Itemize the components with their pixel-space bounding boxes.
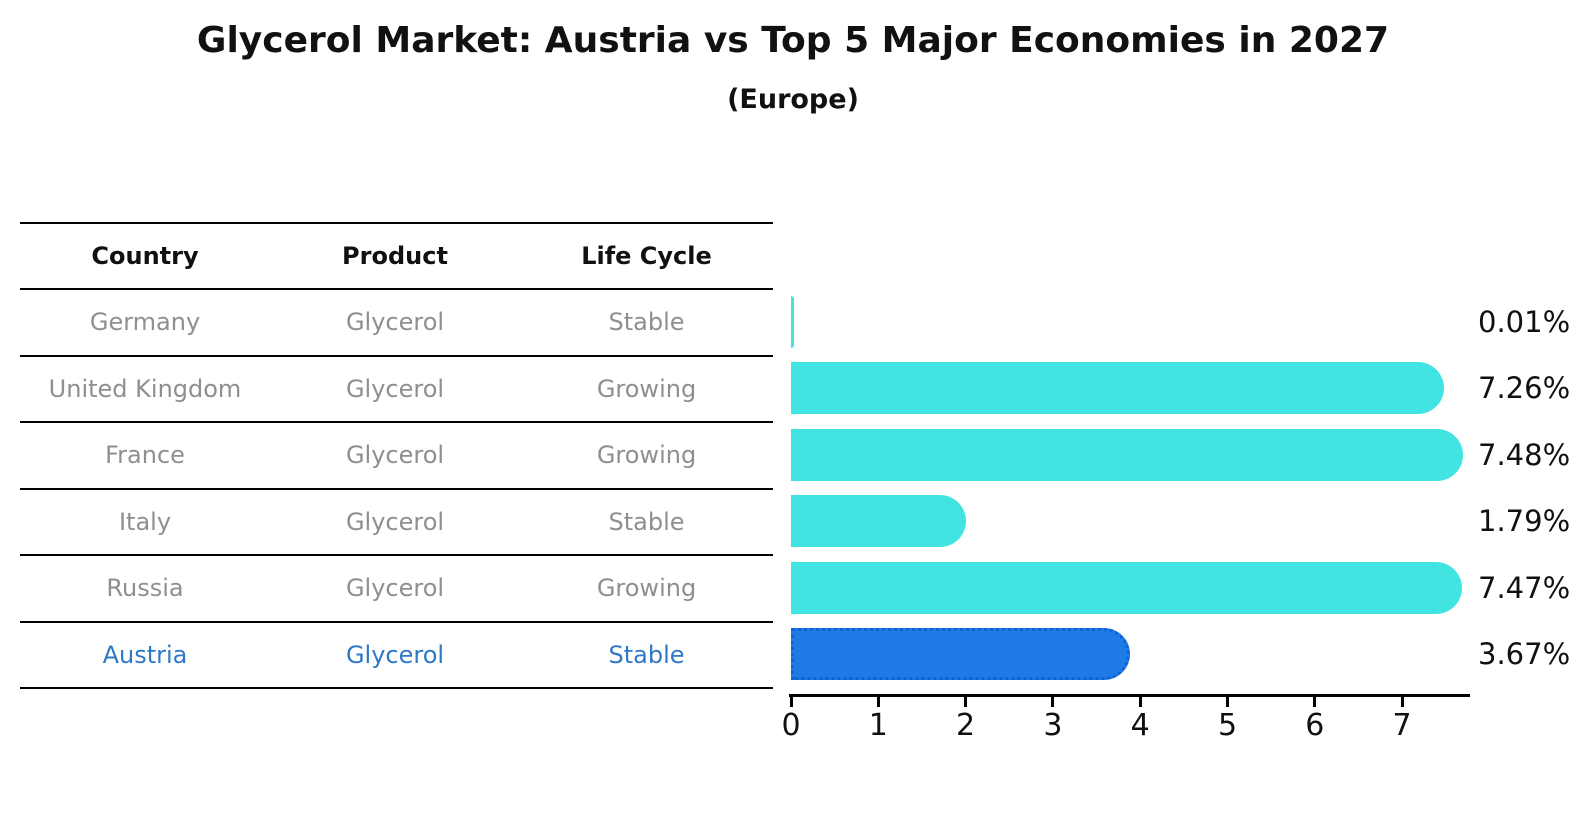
x-axis-tick-label: 6 (1305, 708, 1325, 743)
x-axis-tick (789, 697, 793, 707)
cell-life-cycle: Growing (596, 441, 697, 470)
bar-russia (791, 561, 1463, 614)
x-axis-tick (1226, 697, 1229, 707)
cell-product: Glycerol (345, 308, 445, 337)
x-axis-tick (1313, 697, 1317, 707)
cell-product: Glycerol (345, 374, 445, 403)
x-axis-tick (1051, 697, 1055, 707)
x-axis-tick-label: 2 (956, 708, 976, 743)
cell-product: Glycerol (345, 640, 445, 669)
cell-country: United Kingdom (48, 374, 242, 403)
bar-germany (791, 296, 794, 348)
x-axis-tick (964, 697, 968, 707)
x-axis-tick-label: 1 (868, 708, 888, 743)
cell-life-cycle: Stable (608, 308, 685, 337)
table-header-row: Country Product Life Cycle (20, 224, 773, 290)
table-row-united-kingdom: United Kingdom Glycerol Growing (20, 357, 773, 423)
bar-italy (791, 495, 967, 548)
cell-country: Russia (106, 574, 184, 603)
x-axis-tick-label: 5 (1217, 708, 1238, 743)
cell-country: France (105, 441, 185, 470)
bar-united-kingdom (791, 362, 1444, 415)
x-axis-tick (1138, 697, 1142, 707)
cell-life-cycle: Stable (608, 507, 685, 536)
cell-product: Glycerol (345, 441, 445, 470)
table-row-austria-highlighted: Austria Glycerol Stable (20, 623, 773, 689)
value-label-austria: 3.67% (1478, 637, 1571, 671)
x-axis-line (789, 694, 1470, 697)
table-row-italy: Italy Glycerol Stable (20, 490, 773, 556)
value-label-france: 7.48% (1478, 437, 1571, 472)
cell-life-cycle: Stable (608, 640, 685, 669)
table-row-germany: Germany Glycerol Stable (20, 290, 773, 357)
column-header-life-cycle: Life Cycle (581, 242, 712, 270)
table-row-france: France Glycerol Growing (20, 423, 773, 490)
x-axis-tick-label: 0 (781, 708, 801, 743)
cell-life-cycle: Growing (596, 374, 697, 403)
bar-austria-highlighted (791, 628, 1131, 680)
cell-country: Italy (118, 507, 172, 536)
chart-title: Glycerol Market: Austria vs Top 5 Major … (196, 20, 1390, 61)
country-table: Country Product Life Cycle Germany Glyce… (20, 222, 773, 689)
x-axis-tick (1400, 697, 1404, 707)
x-axis-tick-label: 3 (1043, 708, 1063, 743)
table-row-russia: Russia Glycerol Growing (20, 556, 773, 623)
value-label-italy: 1.79% (1478, 504, 1571, 539)
column-header-product: Product (342, 242, 448, 270)
value-label-germany: 0.01% (1478, 305, 1571, 339)
x-axis-tick (876, 697, 880, 707)
column-header-country: Country (91, 242, 199, 270)
x-axis-tick-label: 7 (1392, 708, 1412, 743)
chart-subtitle: (Europe) (727, 84, 859, 115)
cell-country: Germany (89, 308, 201, 337)
cell-life-cycle: Growing (596, 574, 697, 603)
value-label-united-kingdom: 7.26% (1478, 371, 1571, 406)
cell-product: Glycerol (345, 574, 445, 603)
value-label-russia: 7.47% (1478, 570, 1571, 605)
bar-france (791, 428, 1463, 481)
cell-product: Glycerol (345, 507, 445, 536)
cell-country: Austria (102, 640, 188, 669)
x-axis-tick-label: 4 (1130, 708, 1150, 743)
